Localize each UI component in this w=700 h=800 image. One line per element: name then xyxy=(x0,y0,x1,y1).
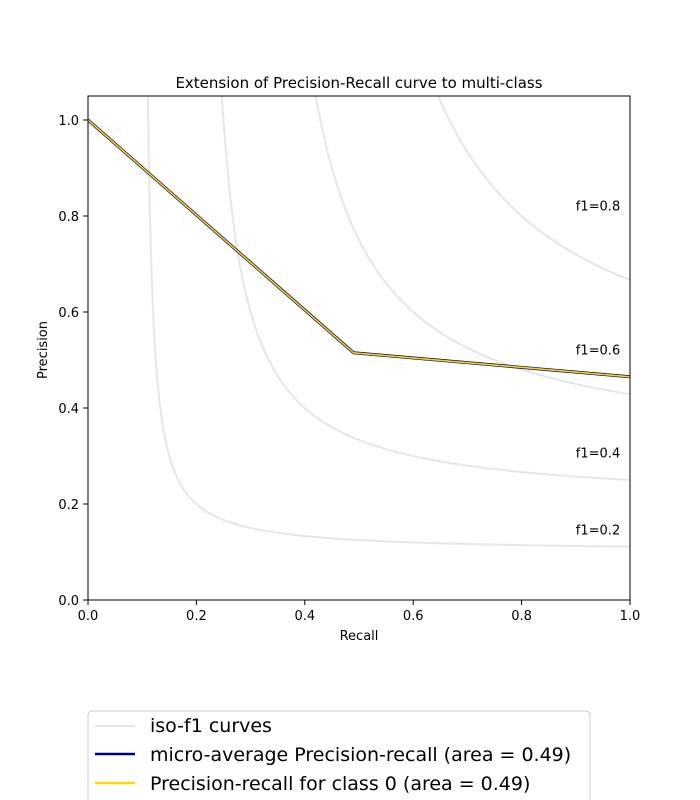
chart-legend: iso-f1 curves micro-average Precision-re… xyxy=(87,710,591,800)
legend-label-iso-f1: iso-f1 curves xyxy=(150,715,272,737)
y-tick-label: 0.8 xyxy=(58,210,79,225)
x-tick-label: 0.4 xyxy=(294,609,315,624)
x-axis-ticks: 0.0 0.2 0.4 0.6 0.8 1.0 xyxy=(78,600,641,624)
y-tick-label: 0.6 xyxy=(58,306,79,321)
iso-f1-curves xyxy=(146,96,630,548)
series-line-class-0 xyxy=(88,119,630,378)
iso-f1-curve xyxy=(437,96,630,281)
iso-f1-curve xyxy=(146,96,630,548)
iso-f1-label: f1=0.4 xyxy=(576,446,620,461)
x-tick-label: 0.0 xyxy=(78,609,99,624)
x-tick-label: 0.2 xyxy=(186,609,207,624)
legend-label-micro-average: micro-average Precision-recall (area = 0… xyxy=(150,744,571,766)
y-tick-label: 0.0 xyxy=(58,594,79,609)
x-tick-label: 0.6 xyxy=(403,609,424,624)
iso-f1-labels: f1=0.2 f1=0.4 f1=0.6 f1=0.8 xyxy=(576,199,620,538)
y-tick-label: 1.0 xyxy=(58,114,79,129)
legend-label-class-0: Precision-recall for class 0 (area = 0.4… xyxy=(150,773,530,795)
x-tick-label: 1.0 xyxy=(620,609,641,624)
y-axis-ticks: 0.0 0.2 0.4 0.6 0.8 1.0 xyxy=(58,114,88,609)
y-axis-label: Precision xyxy=(36,321,51,379)
x-tick-label: 0.8 xyxy=(511,609,532,624)
iso-f1-label: f1=0.6 xyxy=(576,343,620,358)
y-tick-label: 0.4 xyxy=(58,402,79,417)
iso-f1-label: f1=0.2 xyxy=(576,523,620,538)
series-line-micro-average xyxy=(88,118,630,379)
chart-title: Extension of Precision-Recall curve to m… xyxy=(175,74,542,92)
iso-f1-curve xyxy=(220,96,630,481)
iso-f1-curve xyxy=(314,96,630,396)
legend-frame xyxy=(87,710,591,800)
data-series xyxy=(88,118,630,379)
iso-f1-label: f1=0.8 xyxy=(576,199,620,214)
plot-frame xyxy=(87,95,631,601)
y-tick-label: 0.2 xyxy=(58,498,79,513)
x-axis-label: Recall xyxy=(340,629,379,644)
